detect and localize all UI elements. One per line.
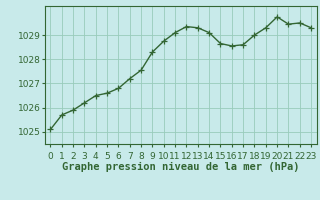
X-axis label: Graphe pression niveau de la mer (hPa): Graphe pression niveau de la mer (hPa) <box>62 162 300 172</box>
